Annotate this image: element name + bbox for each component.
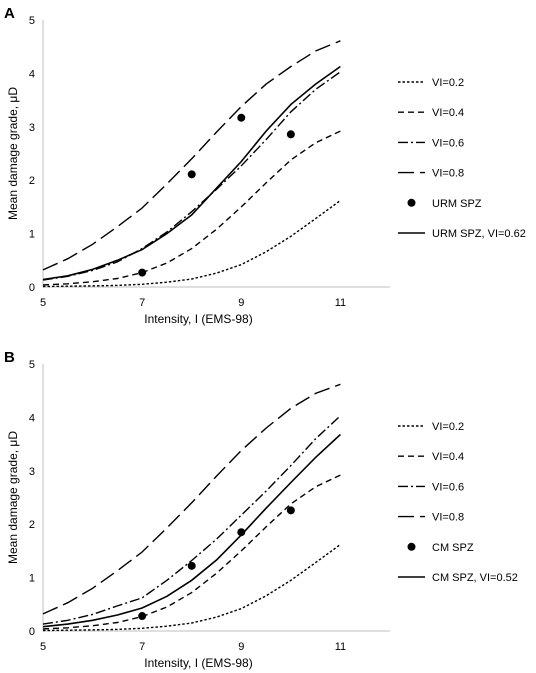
x-tick-label: 7: [139, 641, 145, 653]
series-line: [42, 40, 341, 271]
legend-label: URM SPZ, VI=0.62: [432, 228, 526, 240]
data-point: [138, 612, 147, 621]
legend-label: URM SPZ: [432, 198, 482, 210]
legend-label: VI=0.6: [432, 481, 464, 493]
legend-label: VI=0.2: [432, 77, 464, 89]
y-tick-label: 4: [29, 68, 35, 80]
series-line: [42, 130, 341, 286]
y-tick-label: 3: [29, 466, 35, 478]
data-point: [286, 130, 295, 139]
data-point: [187, 170, 196, 179]
panel-b: B 0 1 2 3 4 5 5 7 9 11 Intensity, I (EMS-98) Mean da…: [4, 349, 518, 670]
x-axis-title: Intensity, I (EMS-98): [144, 312, 252, 326]
data-point: [237, 528, 246, 537]
x-tick-label: 9: [238, 641, 244, 653]
x-tick-label: 11: [335, 641, 346, 653]
legend-label: VI=0.8: [432, 168, 464, 180]
data-point: [237, 113, 246, 122]
x-tick-label: 5: [40, 297, 46, 309]
y-tick-label: 5: [29, 15, 35, 27]
legend-marker: [407, 198, 416, 207]
panel-letter: A: [4, 5, 15, 22]
series-line: [42, 199, 341, 288]
series-line: [42, 543, 341, 632]
y-tick-label: 0: [29, 282, 35, 294]
data-point: [187, 561, 196, 570]
series-line: [42, 65, 341, 281]
legend-label: VI=0.4: [432, 107, 464, 119]
y-axis-title: Mean damage grade, μD: [6, 87, 20, 220]
panel-a: A 0 1 2 3 4 5 5 7 9 11 Intensity, I (EMS-98) Mean da…: [4, 5, 526, 326]
series-line: [42, 383, 341, 615]
series-line: [42, 415, 341, 625]
legend-label: VI=0.4: [432, 451, 464, 463]
y-tick-label: 3: [29, 122, 35, 134]
y-tick-label: 2: [29, 175, 35, 187]
x-tick-label: 11: [335, 297, 346, 309]
panel-letter: B: [4, 349, 15, 366]
y-tick-label: 5: [29, 359, 35, 371]
y-tick-label: 2: [29, 519, 35, 531]
x-axis-title: Intensity, I (EMS-98): [144, 656, 252, 670]
series-line: [42, 71, 341, 281]
legend-marker: [407, 542, 416, 551]
y-axis-title: Mean damage grade, μD: [6, 431, 20, 564]
legend-label: VI=0.6: [432, 137, 464, 149]
y-tick-label: 1: [29, 573, 35, 585]
legend-label: VI=0.2: [432, 421, 464, 433]
data-point: [138, 268, 147, 277]
y-tick-label: 0: [29, 626, 35, 638]
y-tick-label: 1: [29, 229, 35, 241]
x-tick-label: 9: [238, 297, 244, 309]
data-point: [286, 506, 295, 515]
legend-label: VI=0.8: [432, 512, 464, 524]
y-tick-label: 4: [29, 412, 35, 424]
series-line: [42, 474, 341, 630]
x-tick-label: 5: [40, 641, 46, 653]
x-tick-label: 7: [139, 297, 145, 309]
legend-label: CM SPZ: [432, 542, 474, 554]
series-line: [42, 433, 341, 628]
legend-label: CM SPZ, VI=0.52: [432, 572, 518, 584]
